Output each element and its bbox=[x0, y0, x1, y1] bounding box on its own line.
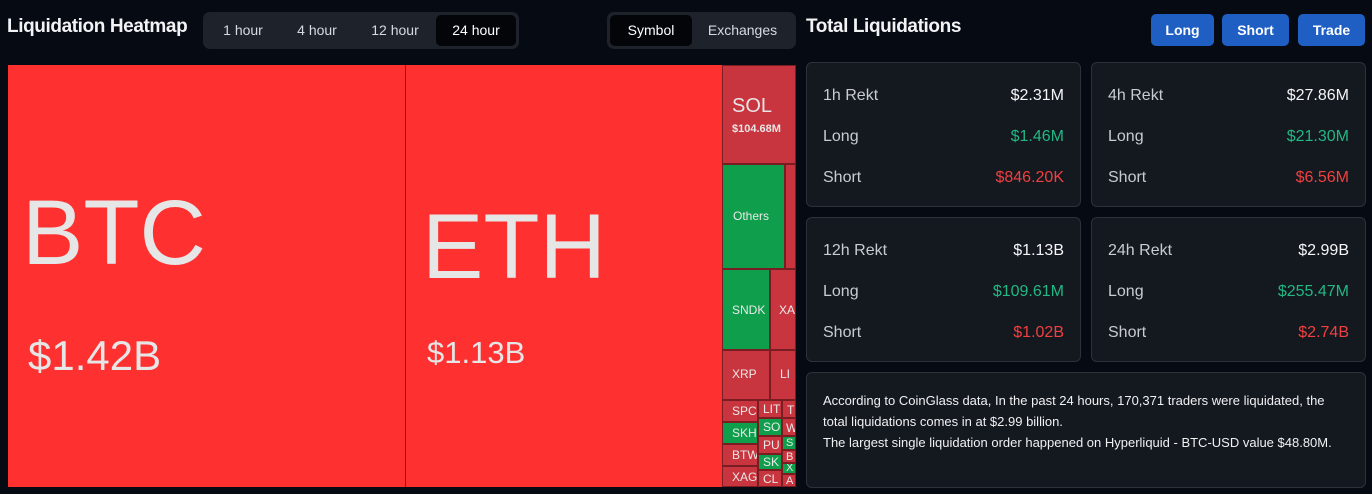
tile-symbol: X bbox=[786, 463, 794, 474]
card-title: 1h Rekt bbox=[823, 87, 879, 104]
tile-symbol: SO bbox=[763, 420, 781, 434]
tile-symbol: W bbox=[786, 421, 795, 435]
short-label: Short bbox=[823, 324, 862, 341]
tab-24-hour[interactable]: 24 hour bbox=[436, 15, 516, 46]
tile-a[interactable]: A bbox=[782, 474, 796, 487]
tile-sk[interactable]: SK bbox=[758, 454, 782, 470]
short-value: $6.56M bbox=[1295, 169, 1349, 186]
tile-value: $104.68M bbox=[732, 123, 781, 135]
tile-small[interactable] bbox=[785, 164, 796, 269]
trade-button[interactable]: Trade bbox=[1298, 14, 1365, 46]
short-label: Short bbox=[1108, 324, 1147, 341]
tab-1-hour[interactable]: 1 hour bbox=[223, 22, 263, 38]
tab-12-hour[interactable]: 12 hour bbox=[371, 22, 419, 38]
tile-symbol: B bbox=[786, 451, 794, 463]
tile-value: $1.42B bbox=[28, 332, 162, 379]
short-label: Short bbox=[823, 169, 862, 186]
tile-symbol: S bbox=[786, 437, 794, 449]
tile-xag[interactable]: XAG bbox=[722, 466, 758, 487]
small-tiles-column: SOL $104.68M Others SNDK XAG XRP LI SPC … bbox=[722, 65, 796, 487]
tile-pu[interactable]: PU bbox=[758, 436, 782, 454]
long-button[interactable]: Long bbox=[1151, 14, 1214, 46]
tile-symbol: BTW bbox=[732, 448, 758, 462]
tile-sndk[interactable]: SNDK bbox=[722, 269, 770, 350]
long-label: Long bbox=[1108, 128, 1144, 145]
tile-t[interactable]: T bbox=[782, 400, 796, 418]
tile-lit[interactable]: LIT bbox=[758, 400, 782, 418]
summary-line-2: The largest single liquidation order hap… bbox=[823, 435, 1332, 450]
tile-li-partial[interactable]: LI bbox=[770, 350, 796, 400]
tile-b[interactable]: B bbox=[782, 450, 796, 463]
short-label: Short bbox=[1108, 169, 1147, 186]
tile-symbol: XAG bbox=[732, 470, 758, 484]
tile-s[interactable]: S bbox=[782, 436, 796, 450]
long-value: $1.46M bbox=[1010, 128, 1064, 145]
tile-symbol: XRP bbox=[732, 367, 757, 381]
total-liquidations-title: Total Liquidations bbox=[806, 16, 961, 37]
tile-symbol: SOL bbox=[732, 95, 773, 117]
page-title: Liquidation Heatmap bbox=[7, 16, 188, 37]
tile-spc[interactable]: SPC bbox=[722, 400, 758, 422]
view-selector: Symbol Exchanges bbox=[607, 12, 796, 49]
tile-btc[interactable]: BTC $1.42B bbox=[8, 65, 406, 487]
tile-w[interactable]: W bbox=[782, 418, 796, 436]
tile-x[interactable]: X bbox=[782, 463, 796, 474]
tile-btw[interactable]: BTW bbox=[722, 444, 758, 466]
card-24h-rekt: 24h Rekt $2.99B Long $255.47M Short $2.74B bbox=[1091, 217, 1366, 362]
tile-value: $1.13B bbox=[427, 335, 526, 370]
short-button[interactable]: Short bbox=[1222, 14, 1289, 46]
total-value: $2.31M bbox=[1010, 87, 1064, 104]
tile-symbol: LIT bbox=[763, 402, 781, 416]
long-label: Long bbox=[823, 128, 859, 145]
tile-symbol: Others bbox=[733, 209, 770, 223]
short-value: $2.74B bbox=[1298, 324, 1349, 341]
tab-symbol[interactable]: Symbol bbox=[610, 15, 692, 46]
long-label: Long bbox=[1108, 283, 1144, 300]
long-value: $255.47M bbox=[1277, 283, 1349, 300]
tile-skh[interactable]: SKH bbox=[722, 422, 758, 444]
tile-symbol: PU bbox=[763, 438, 780, 452]
total-value: $2.99B bbox=[1298, 242, 1349, 259]
total-value: $1.13B bbox=[1013, 242, 1064, 259]
tile-so[interactable]: SO bbox=[758, 418, 782, 436]
tile-eth[interactable]: ETH $1.13B bbox=[405, 65, 723, 487]
tile-symbol: BTC bbox=[22, 182, 206, 284]
tile-symbol: ETH bbox=[422, 196, 606, 298]
short-value: $846.20K bbox=[995, 169, 1064, 186]
short-value: $1.02B bbox=[1013, 324, 1064, 341]
total-value: $27.86M bbox=[1286, 87, 1349, 104]
tile-symbol: XAG bbox=[779, 303, 796, 317]
tile-symbol: SKH bbox=[732, 426, 757, 440]
liquidation-summary: According to CoinGlass data, In the past… bbox=[806, 372, 1366, 488]
tile-symbol: LI bbox=[780, 367, 791, 381]
tile-symbol: T bbox=[787, 403, 795, 417]
card-1h-rekt: 1h Rekt $2.31M Long $1.46M Short $846.20K bbox=[806, 62, 1081, 207]
card-title: 4h Rekt bbox=[1108, 87, 1164, 104]
summary-line-1: According to CoinGlass data, In the past… bbox=[823, 393, 1325, 429]
liquidation-heatmap: BTC $1.42B ETH $1.13B SOL $104.68M Other… bbox=[8, 65, 796, 487]
long-value: $109.61M bbox=[992, 283, 1064, 300]
tile-symbol: SNDK bbox=[732, 303, 766, 317]
card-12h-rekt: 12h Rekt $1.13B Long $109.61M Short $1.02B bbox=[806, 217, 1081, 362]
tile-sol[interactable]: SOL $104.68M bbox=[722, 65, 796, 164]
long-label: Long bbox=[823, 283, 859, 300]
tile-symbol: CL bbox=[763, 472, 779, 486]
tile-symbol: SPC bbox=[732, 404, 757, 418]
card-title: 24h Rekt bbox=[1108, 242, 1173, 259]
tile-symbol: SK bbox=[763, 455, 780, 469]
tab-exchanges[interactable]: Exchanges bbox=[707, 22, 778, 38]
tile-xrp[interactable]: XRP bbox=[722, 350, 770, 400]
card-4h-rekt: 4h Rekt $27.86M Long $21.30M Short $6.56M bbox=[1091, 62, 1366, 207]
card-title: 12h Rekt bbox=[823, 242, 888, 259]
tile-xag-partial[interactable]: XAG bbox=[770, 269, 796, 350]
tile-others[interactable]: Others bbox=[722, 164, 785, 269]
tile-symbol: A bbox=[786, 475, 794, 487]
long-value: $21.30M bbox=[1286, 128, 1349, 145]
tile-cl[interactable]: CL bbox=[758, 470, 782, 487]
tab-4-hour[interactable]: 4 hour bbox=[297, 22, 337, 38]
time-range-selector: 1 hour 4 hour 12 hour 24 hour bbox=[203, 12, 519, 49]
